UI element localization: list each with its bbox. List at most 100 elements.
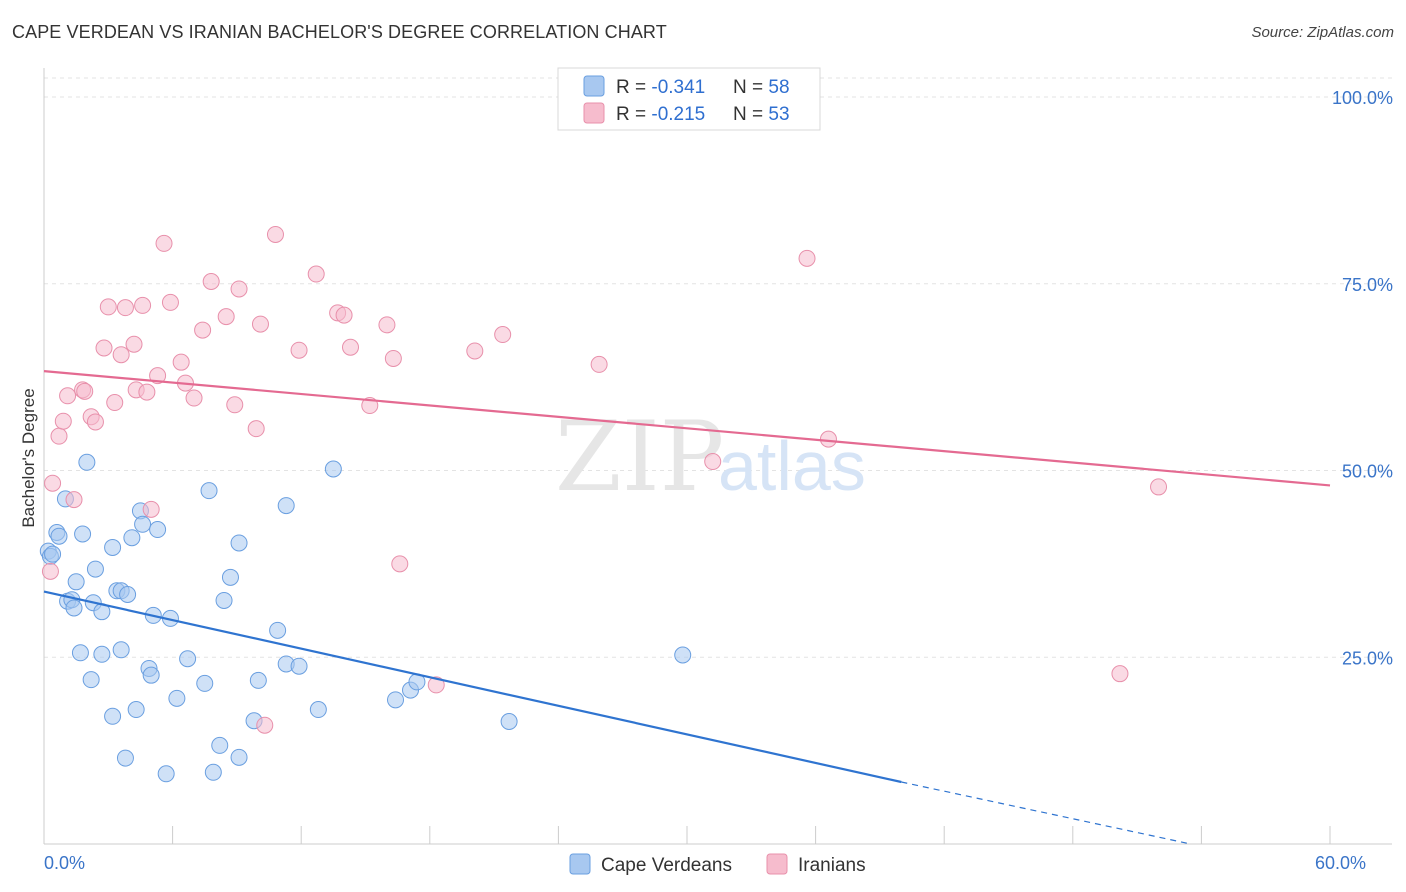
iranian-point <box>378 316 396 334</box>
y-tick-label: 75.0% <box>1342 275 1393 295</box>
iranian-point <box>59 387 77 405</box>
iranian-point <box>86 413 104 431</box>
iranian-point <box>427 676 445 694</box>
legend-n-label: N = <box>733 77 768 98</box>
legend-r-value: -0.215 <box>651 104 705 125</box>
legend-n-label: N = <box>733 104 768 125</box>
cape-verdean-point <box>230 534 248 552</box>
x-tick-label-min: 0.0% <box>44 853 85 873</box>
bottom-legend-swatch-iranians <box>766 853 788 875</box>
cape-verdean-point <box>215 591 233 609</box>
trend-lines <box>43 370 1331 845</box>
cape-verdean-point <box>44 545 62 563</box>
iranian-point <box>704 453 722 471</box>
iranian-point <box>155 234 173 252</box>
iranian-point <box>384 349 402 367</box>
cape-verdean-point <box>142 666 160 684</box>
iranian-point <box>50 427 68 445</box>
iranian-point <box>54 412 72 430</box>
cape-verdean-points <box>39 453 692 783</box>
legend-r-label: R = <box>616 104 651 125</box>
y-tick-label: 100.0% <box>1332 88 1393 108</box>
cape-verdean-point <box>71 644 89 662</box>
iranian-point <box>142 500 160 518</box>
iranian-point <box>590 355 608 373</box>
cape-verdean-trend-extension <box>901 781 1191 845</box>
cape-verdean-point <box>196 674 214 692</box>
iranian-point <box>266 225 284 243</box>
iranian-point <box>202 273 220 291</box>
iranian-point <box>466 342 484 360</box>
cape-verdean-point <box>116 749 134 767</box>
iranian-points <box>41 225 1168 734</box>
cape-verdean-point <box>50 527 68 545</box>
iranian-point <box>256 716 274 734</box>
iranian-point <box>391 555 409 573</box>
cape-verdean-point <box>249 671 267 689</box>
cape-verdean-point <box>674 646 692 664</box>
iranian-point <box>65 491 83 509</box>
iranian-point <box>112 346 130 364</box>
iranian-point <box>44 474 62 492</box>
iranian-point <box>76 382 94 400</box>
iranian-point <box>798 249 816 267</box>
iranian-point <box>185 389 203 407</box>
legend-row-iranians: R = -0.215 N = 53 <box>616 104 790 125</box>
watermark-atlas: atlas <box>718 427 866 505</box>
cape-verdean-trend-line <box>43 590 902 784</box>
cape-verdean-point <box>149 521 167 539</box>
cape-verdean-point <box>157 765 175 783</box>
cape-verdean-point <box>78 453 96 471</box>
iranian-point <box>290 341 308 359</box>
iranian-point <box>494 326 512 344</box>
legend-swatch-iranians <box>583 102 605 124</box>
cape-verdean-point <box>134 515 152 533</box>
bottom-legend-label-cape-verdeans: Cape Verdeans <box>601 855 732 876</box>
legend-r-label: R = <box>616 77 651 98</box>
cape-verdean-point <box>65 599 83 617</box>
correlation-legend: R = -0.341 N = 58 R = -0.215 N = 53 <box>557 67 821 131</box>
cape-verdean-point <box>74 525 92 543</box>
legend-n-value: 53 <box>768 104 789 125</box>
iranian-point <box>138 383 156 401</box>
axes <box>43 68 1392 845</box>
iranian-point <box>99 298 117 316</box>
cape-verdean-point <box>211 736 229 754</box>
iranian-point <box>1111 665 1129 683</box>
cape-verdean-point <box>230 748 248 766</box>
cape-verdean-point <box>277 497 295 515</box>
series-legend: Cape Verdeans Iranians <box>569 853 866 876</box>
iranian-point <box>134 296 152 314</box>
iranian-point <box>161 293 179 311</box>
cape-verdean-point <box>82 671 100 689</box>
iranian-point <box>230 280 248 298</box>
cape-verdean-point <box>221 568 239 586</box>
x-tick-label-max: 60.0% <box>1315 853 1366 873</box>
cape-verdean-point <box>168 689 186 707</box>
iranian-point <box>341 338 359 356</box>
cape-verdean-point <box>67 573 85 591</box>
legend-r-value: -0.341 <box>651 77 705 98</box>
legend-swatch-cape-verdeans <box>583 75 605 97</box>
cape-verdean-point <box>86 560 104 578</box>
cape-verdean-point <box>204 763 222 781</box>
cape-verdean-point <box>104 538 122 556</box>
cape-verdean-point <box>179 650 197 668</box>
cape-verdean-point <box>387 691 405 709</box>
iranian-point <box>307 265 325 283</box>
y-tick-labels: 25.0% 50.0% 75.0% 100.0% <box>1332 88 1393 668</box>
iranian-point <box>226 396 244 414</box>
y-tick-label: 25.0% <box>1342 648 1393 668</box>
cape-verdean-point <box>290 657 308 675</box>
iranian-point <box>106 394 124 412</box>
iranian-point <box>217 308 235 326</box>
iranian-point <box>95 339 113 357</box>
cape-verdean-point <box>500 712 518 730</box>
bottom-legend-swatch-cape-verdeans <box>569 853 591 875</box>
cape-verdean-point <box>123 529 141 547</box>
iranian-point <box>1150 478 1168 496</box>
cape-verdean-point <box>324 460 342 478</box>
iranian-point <box>125 335 143 353</box>
iranian-point <box>819 430 837 448</box>
cape-verdean-point <box>93 645 111 663</box>
